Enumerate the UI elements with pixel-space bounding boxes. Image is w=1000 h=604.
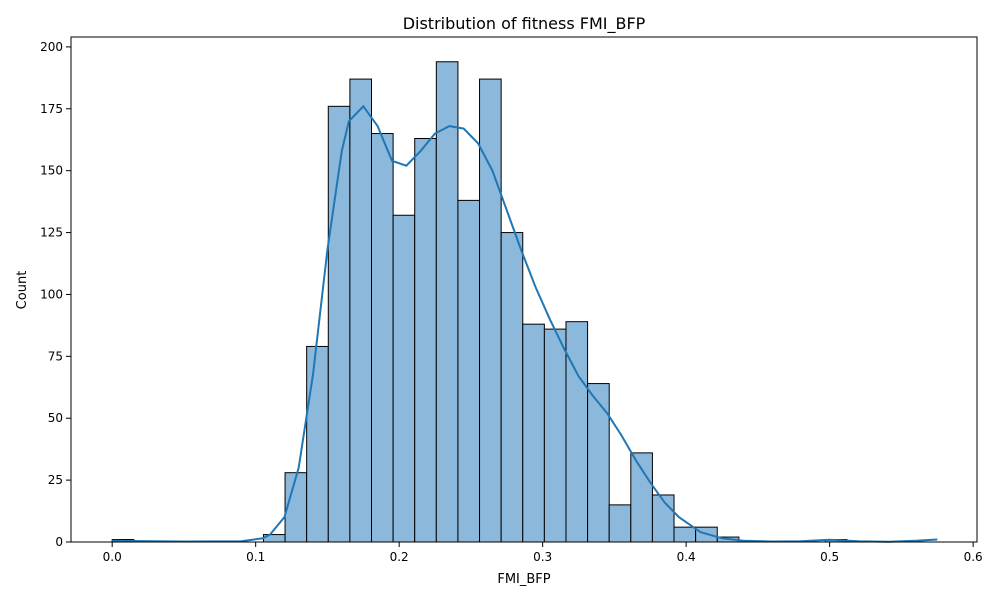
x-tick-label: 0.5 (820, 550, 839, 564)
histogram-bar (370, 133, 394, 543)
y-tick-label: 25 (48, 473, 63, 487)
x-tick-label: 0.1 (246, 550, 265, 564)
x-tick-label: 0.0 (103, 550, 122, 564)
x-axis-label: FMI_BFP (497, 572, 550, 587)
x-tick-label: 0.3 (533, 550, 552, 564)
histogram-bars (111, 61, 848, 543)
x-tick-label: 0.4 (677, 550, 696, 564)
histogram-bar (522, 323, 545, 543)
histogram-bar (543, 328, 567, 543)
x-tick-label: 0.2 (390, 550, 409, 564)
histogram-bar (630, 452, 653, 543)
histogram-bar (457, 199, 481, 543)
y-tick-label: 200 (40, 40, 63, 54)
y-axis-label: Count (15, 271, 30, 310)
histogram-bar (284, 472, 308, 543)
x-tick-label: 0.6 (964, 550, 983, 564)
y-axis-ticks: 0 25 50 75 100 125 150 175 200 (40, 40, 71, 549)
histogram-bar (500, 232, 524, 543)
y-tick-label: 175 (40, 102, 63, 116)
histogram-bar (306, 345, 329, 543)
y-tick-label: 50 (48, 411, 63, 425)
histogram-bar (565, 321, 589, 543)
plot-frame (70, 36, 978, 543)
histogram-bar (479, 78, 502, 543)
x-axis-ticks: 0.0 0.1 0.2 0.3 0.4 0.5 0.6 (103, 542, 983, 564)
y-tick-label: 125 (40, 226, 63, 240)
histogram-bar (392, 214, 416, 543)
y-tick-label: 0 (55, 535, 63, 549)
histogram-bar (349, 78, 372, 543)
histogram-bar (587, 383, 610, 543)
kde-curve (112, 104, 938, 543)
chart-title: Distribution of fitness FMI_BFP (403, 14, 646, 34)
histogram-bar (435, 61, 459, 543)
y-tick-label: 150 (40, 164, 63, 178)
y-tick-label: 75 (48, 349, 63, 363)
y-tick-label: 100 (40, 287, 63, 301)
histogram-bar (414, 137, 437, 543)
histogram-bar (673, 526, 697, 543)
histogram-bar (608, 504, 632, 543)
